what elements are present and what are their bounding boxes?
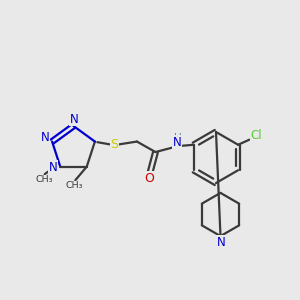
Text: N: N: [173, 136, 182, 148]
Text: N: N: [48, 161, 57, 174]
Text: O: O: [145, 172, 154, 185]
Text: S: S: [110, 138, 118, 151]
Text: CH₃: CH₃: [65, 181, 83, 190]
Text: H: H: [173, 133, 181, 142]
Text: Cl: Cl: [250, 129, 262, 142]
Text: CH₃: CH₃: [36, 175, 53, 184]
Text: N: N: [41, 131, 50, 144]
Text: N: N: [217, 236, 226, 249]
Text: N: N: [70, 113, 79, 126]
